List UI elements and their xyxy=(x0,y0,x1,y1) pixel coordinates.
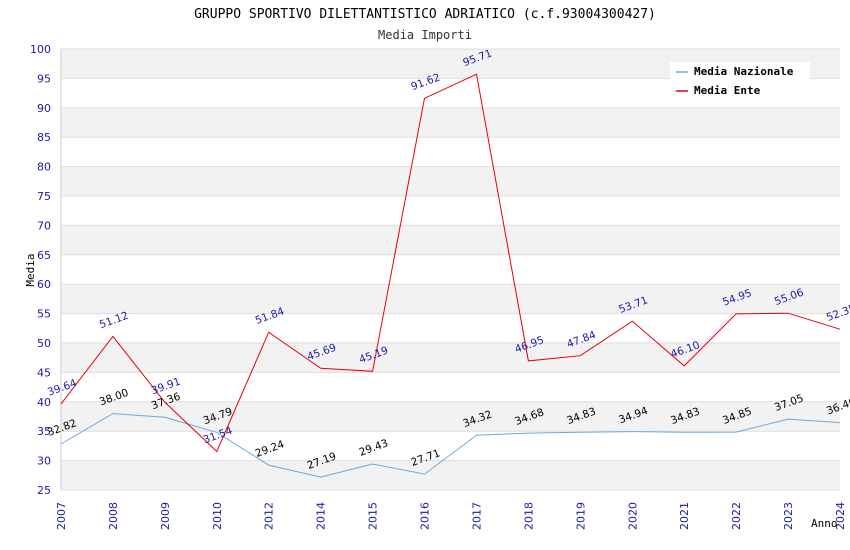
y-axis-label: Media xyxy=(24,253,37,286)
y-tick-label: 100 xyxy=(30,43,51,56)
y-tick-label: 60 xyxy=(37,278,51,291)
x-tick-label: 2021 xyxy=(678,502,691,530)
x-axis-label: Anno xyxy=(811,517,838,530)
grid-band xyxy=(61,225,840,255)
x-tick-label: 2007 xyxy=(55,502,68,530)
x-tick-label: 2022 xyxy=(730,502,743,530)
grid-band xyxy=(61,343,840,373)
x-tick-label: 2017 xyxy=(470,502,483,530)
data-label: 39.64 xyxy=(46,377,79,399)
legend-box xyxy=(670,62,810,102)
x-tick-label: 2010 xyxy=(211,502,224,530)
grid-band xyxy=(61,107,840,138)
grid-band xyxy=(61,166,840,196)
y-axis-ticks: 25 30 35 40 45 50 55 60 65 70 75 80 85 90 95 100 xyxy=(30,43,51,497)
y-tick-label: 65 xyxy=(37,249,51,262)
x-tick-label: 2024 xyxy=(834,502,847,530)
y-tick-label: 70 xyxy=(37,219,51,232)
x-tick-label: 2020 xyxy=(626,502,639,530)
x-tick-label: 2009 xyxy=(159,502,172,530)
y-tick-label: 85 xyxy=(37,131,51,144)
legend-label-media-nazionale: Media Nazionale xyxy=(694,65,794,78)
y-tick-label: 30 xyxy=(37,455,51,468)
x-tick-label: 2015 xyxy=(367,502,380,530)
legend-label-media-ente: Media Ente xyxy=(694,84,761,97)
y-tick-label: 95 xyxy=(37,72,51,85)
x-tick-label: 2018 xyxy=(522,502,535,530)
data-label: 29.43 xyxy=(358,437,390,459)
series-line-media-ente xyxy=(60,73,841,453)
grid-band xyxy=(61,460,840,490)
x-tick-label: 2012 xyxy=(263,502,276,530)
x-tick-label: 2019 xyxy=(574,502,587,530)
x-axis-ticks: 2007 2008 2009 2010 2012 2014 2015 2016 2017 2018… xyxy=(55,502,847,530)
series-line-media-nazionale xyxy=(60,413,841,478)
y-tick-label: 40 xyxy=(37,396,51,409)
chart-subtitle: Media Importi xyxy=(378,28,472,42)
grid-bands xyxy=(61,49,840,490)
series-lines xyxy=(60,73,841,478)
y-tick-label: 45 xyxy=(37,366,51,379)
x-tick-label: 2014 xyxy=(315,502,328,530)
data-label: 36.46 xyxy=(825,396,850,418)
legend: Media Nazionale Media Ente xyxy=(670,62,810,102)
y-tick-label: 80 xyxy=(37,161,51,174)
data-label: 29.24 xyxy=(254,438,287,460)
y-tick-label: 35 xyxy=(37,425,51,438)
y-tick-label: 75 xyxy=(37,190,51,203)
x-tick-label: 2008 xyxy=(107,502,120,530)
y-tick-label: 50 xyxy=(37,337,51,350)
x-tick-label: 2023 xyxy=(782,502,795,530)
chart-title: GRUPPO SPORTIVO DILETTANTISTICO ADRIATIC… xyxy=(194,7,656,22)
x-tick-label: 2016 xyxy=(419,502,432,530)
y-tick-label: 25 xyxy=(37,484,51,497)
grid-band xyxy=(61,284,840,314)
y-tick-label: 55 xyxy=(37,308,51,321)
y-tick-label: 90 xyxy=(37,102,51,115)
